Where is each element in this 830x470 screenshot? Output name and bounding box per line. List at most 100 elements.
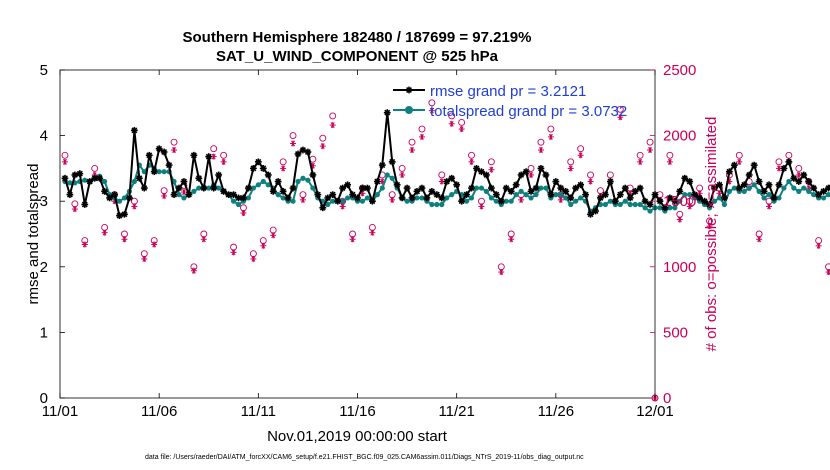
rmse-marker-stroke	[795, 178, 802, 185]
spread-point	[632, 201, 638, 208]
rmse-marker-stroke	[161, 149, 168, 155]
rmse-marker-stroke	[726, 168, 733, 175]
rmse-marker-stroke	[66, 191, 73, 198]
rmse-point	[646, 201, 654, 208]
rmse-point	[810, 184, 818, 192]
rmse-point	[413, 187, 421, 195]
rmse-point	[691, 191, 699, 199]
rmse-marker-stroke	[810, 185, 817, 192]
rmse-point	[418, 184, 426, 192]
rmse-marker-stroke	[205, 153, 212, 160]
rmse-marker-stroke	[632, 188, 639, 195]
rmse-point	[334, 197, 342, 205]
possible-obs-point	[398, 164, 406, 172]
spread-point	[677, 198, 683, 204]
rmse-marker-stroke	[686, 178, 693, 185]
rmse-marker-stroke	[106, 194, 113, 201]
rmse-marker-stroke	[136, 175, 143, 182]
spread-point	[102, 178, 108, 185]
spread-point	[672, 205, 678, 211]
rmse-marker-stroke	[716, 181, 723, 188]
rmse-marker-stroke	[701, 198, 708, 205]
spread-point	[280, 195, 286, 201]
rmse-point	[800, 171, 808, 179]
spread-point	[528, 195, 534, 201]
rmse-marker-stroke	[681, 175, 688, 182]
assimilated-obs-point	[676, 216, 683, 223]
possible-obs-point	[735, 151, 743, 159]
rmse-marker-stroke	[409, 194, 416, 201]
assimilated-obs-point	[299, 196, 306, 203]
rmse-point	[86, 178, 94, 185]
rmse-marker-stroke	[86, 178, 93, 185]
rmse-marker-stroke	[91, 175, 98, 182]
rmse-marker-stroke	[766, 181, 773, 188]
assimilated-obs-point	[200, 236, 207, 243]
rmse-point	[557, 184, 565, 192]
rmse-point	[478, 168, 485, 176]
rmse-marker-stroke	[518, 171, 525, 178]
assimilated-obs-point	[131, 203, 138, 210]
possible-obs-point	[775, 158, 783, 166]
rmse-point	[572, 184, 580, 192]
spread-point	[473, 185, 480, 191]
rmse-point	[587, 210, 594, 218]
rmse-marker-stroke	[379, 162, 386, 169]
rmse-point	[309, 171, 317, 179]
legend-rmse-marker	[405, 86, 413, 94]
possible-obs-point	[458, 119, 466, 126]
rmse-point	[631, 187, 639, 195]
possible-obs-point	[537, 138, 545, 146]
spread-point	[483, 188, 490, 194]
rmse-marker-stroke	[622, 185, 629, 192]
spread-point	[131, 178, 137, 185]
rmse-point	[825, 184, 830, 192]
spread-point	[156, 169, 162, 175]
y-tick-label: 1	[40, 324, 48, 341]
x-tick-label: 11/16	[339, 403, 375, 420]
possible-obs-point	[646, 138, 654, 146]
rmse-marker-stroke	[562, 188, 569, 195]
possible-obs-point	[418, 125, 426, 133]
rmse-point	[106, 194, 113, 202]
rmse-point	[150, 168, 158, 176]
x-tick-label: 11/26	[538, 403, 574, 420]
rmse-point	[81, 201, 89, 208]
chart-title: Southern Hemisphere 182480 / 187699 = 97…	[183, 29, 532, 46]
rmse-marker-stroke	[220, 188, 227, 195]
x-axis-label: Nov.01,2019 00:00:00 start	[267, 428, 448, 445]
rmse-point	[349, 191, 356, 199]
assimilated-obs-point	[180, 189, 187, 196]
assimilated-obs-point	[190, 267, 197, 274]
rmse-marker-stroke	[384, 109, 391, 116]
rmse-point	[458, 197, 466, 205]
rmse-marker-stroke	[121, 211, 128, 218]
rmse-point	[711, 184, 718, 192]
rmse-point	[542, 171, 550, 179]
possible-obs-point	[468, 151, 475, 159]
rmse-marker-stroke	[790, 175, 797, 182]
rmse-point	[770, 194, 778, 202]
possible-obs-point	[289, 132, 297, 140]
rmse-point	[725, 168, 733, 176]
x-tick-label: 11/11	[241, 403, 276, 420]
spread-point	[404, 198, 410, 204]
assimilated-obs-point	[756, 236, 763, 243]
rmse-point	[71, 171, 79, 179]
rmse-point	[289, 184, 297, 192]
spread-point	[444, 195, 450, 201]
spread-point	[820, 195, 827, 201]
rmse-point	[755, 178, 763, 185]
spread-point	[538, 185, 544, 191]
chart-subtitle: SAT_U_WIND_COMPONENT @ 525 hPa	[216, 48, 499, 65]
rmse-marker-stroke	[131, 127, 138, 134]
rmse-marker-stroke	[260, 165, 267, 172]
spread-point	[364, 195, 371, 201]
assimilated-obs-point	[518, 196, 525, 203]
assimilated-obs-point	[171, 147, 178, 154]
rmse-point	[597, 194, 604, 202]
possible-obs-point	[606, 171, 614, 179]
rmse-marker-stroke	[265, 171, 272, 178]
spread-point	[250, 185, 256, 191]
